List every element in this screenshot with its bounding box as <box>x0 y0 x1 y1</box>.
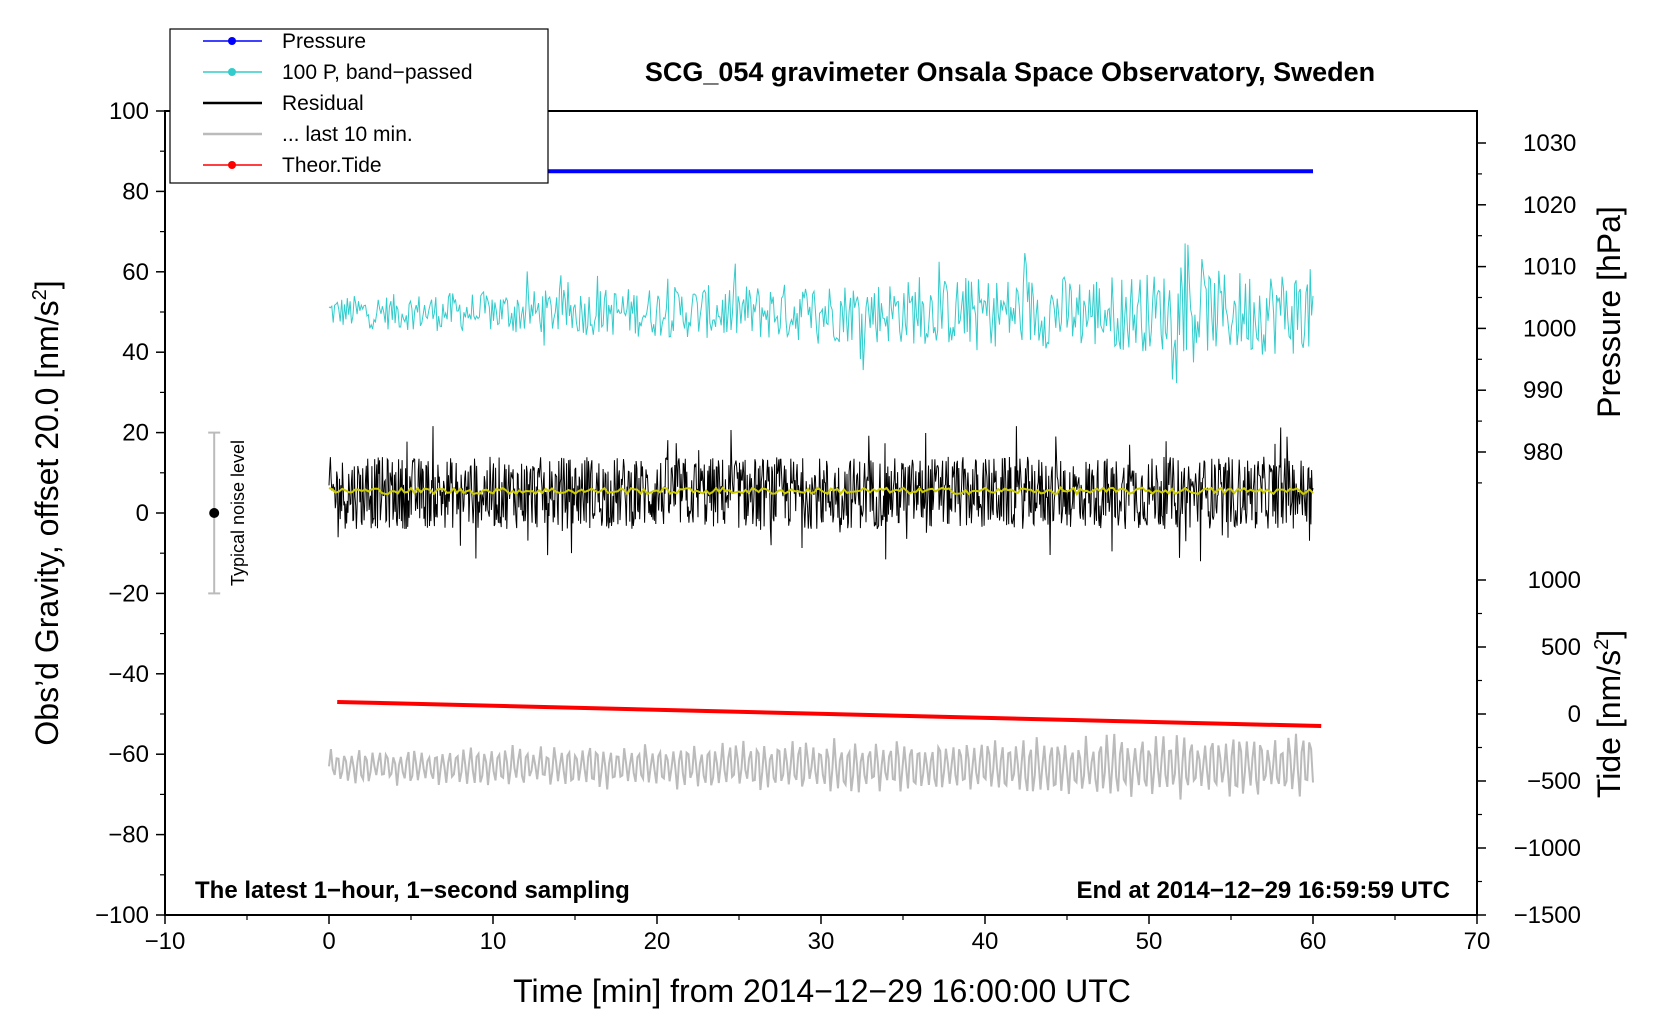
y-tick-label-pressure: 1020 <box>1523 192 1576 219</box>
annotation-sampling: The latest 1−hour, 1−second sampling <box>195 877 630 904</box>
legend-label: Residual <box>282 92 364 115</box>
x-tick-label: 40 <box>972 928 999 955</box>
legend-swatch-marker <box>228 161 236 169</box>
series-residual-mean-line <box>328 486 1314 497</box>
y-tick-label-left: −60 <box>108 741 149 768</box>
noise-bar-label: Typical noise level <box>228 440 248 586</box>
y-axis-title-tide: Tide [nm/s2] <box>1591 630 1627 798</box>
legend-box <box>169 28 549 184</box>
y-tick-label-tide: 500 <box>1541 634 1581 661</box>
y-tick-label-tide: −500 <box>1527 768 1581 795</box>
y-tick-label-left: −100 <box>95 902 149 929</box>
legend-items: Pressure 100 P, band−passed Residual ... la… <box>203 30 473 177</box>
legend-label: ... last 10 min. <box>282 123 413 146</box>
series-last10min-line <box>328 733 1314 800</box>
legend-label: 100 P, band−passed <box>282 61 473 84</box>
y-axis-title-pressure: Pressure [hPa] <box>1591 206 1627 418</box>
y-tick-label-pressure: 990 <box>1523 377 1563 404</box>
legend-label: Pressure <box>282 30 366 53</box>
y-tick-label-pressure: 1010 <box>1523 254 1576 281</box>
y-tick-label-pressure: 1030 <box>1523 130 1576 157</box>
x-tick-label: 0 <box>322 928 335 955</box>
y-tick-label-left: 60 <box>122 259 149 286</box>
x-tick-label: 70 <box>1464 928 1491 955</box>
y-tick-label-tide: −1000 <box>1514 835 1581 862</box>
chart-title: SCG_054 gravimeter Onsala Space Observat… <box>645 57 1375 87</box>
series-bandpassed-line <box>328 243 1314 384</box>
y-axis-title-left: Obs’d Gravity, offset 20.0 [nm/s2] <box>29 280 65 745</box>
noise-bar: Typical noise level <box>208 431 248 595</box>
x-tick-label: 20 <box>644 928 671 955</box>
y-tick-label-tide: 0 <box>1568 701 1581 728</box>
x-tick-label: 30 <box>808 928 835 955</box>
x-tick-label: 10 <box>480 928 507 955</box>
noise-bar-dot <box>209 508 220 518</box>
y-tick-label-tide: 1000 <box>1528 567 1581 594</box>
series-layer <box>328 169 1322 800</box>
y-tick-label-left: 0 <box>136 500 149 527</box>
legend-swatch-marker <box>228 37 236 45</box>
legend-label: Theor.Tide <box>282 154 382 177</box>
legend: Pressure 100 P, band−passed Residual ... la… <box>169 28 549 184</box>
y-tick-label-left: 100 <box>109 98 149 125</box>
y-tick-label-left: −20 <box>108 580 149 607</box>
y-tick-label-left: 20 <box>122 420 149 447</box>
y-tick-label-pressure: 980 <box>1523 439 1563 466</box>
y-tick-label-left: 80 <box>122 178 149 205</box>
legend-swatch-marker <box>228 68 236 76</box>
y-tick-label-left: 40 <box>122 339 149 366</box>
x-tick-label: 50 <box>1136 928 1163 955</box>
y-tick-label-left: −80 <box>108 822 149 849</box>
x-tick-label: −10 <box>145 928 186 955</box>
y-tick-label-left: −40 <box>108 661 149 688</box>
x-axis-title: Time [min] from 2014−12−29 16:00:00 UTC <box>513 973 1131 1009</box>
annotation-end-time: End at 2014−12−29 16:59:59 UTC <box>1076 877 1450 904</box>
series-tide-line <box>337 699 1322 729</box>
x-tick-label: 60 <box>1300 928 1327 955</box>
y-tick-label-tide: −1500 <box>1514 902 1581 929</box>
ticks-layer: −10 0 10 20 30 40 50 60 70−100−80−60−40−20020406… <box>95 98 1581 955</box>
y-tick-label-pressure: 1000 <box>1523 315 1576 342</box>
